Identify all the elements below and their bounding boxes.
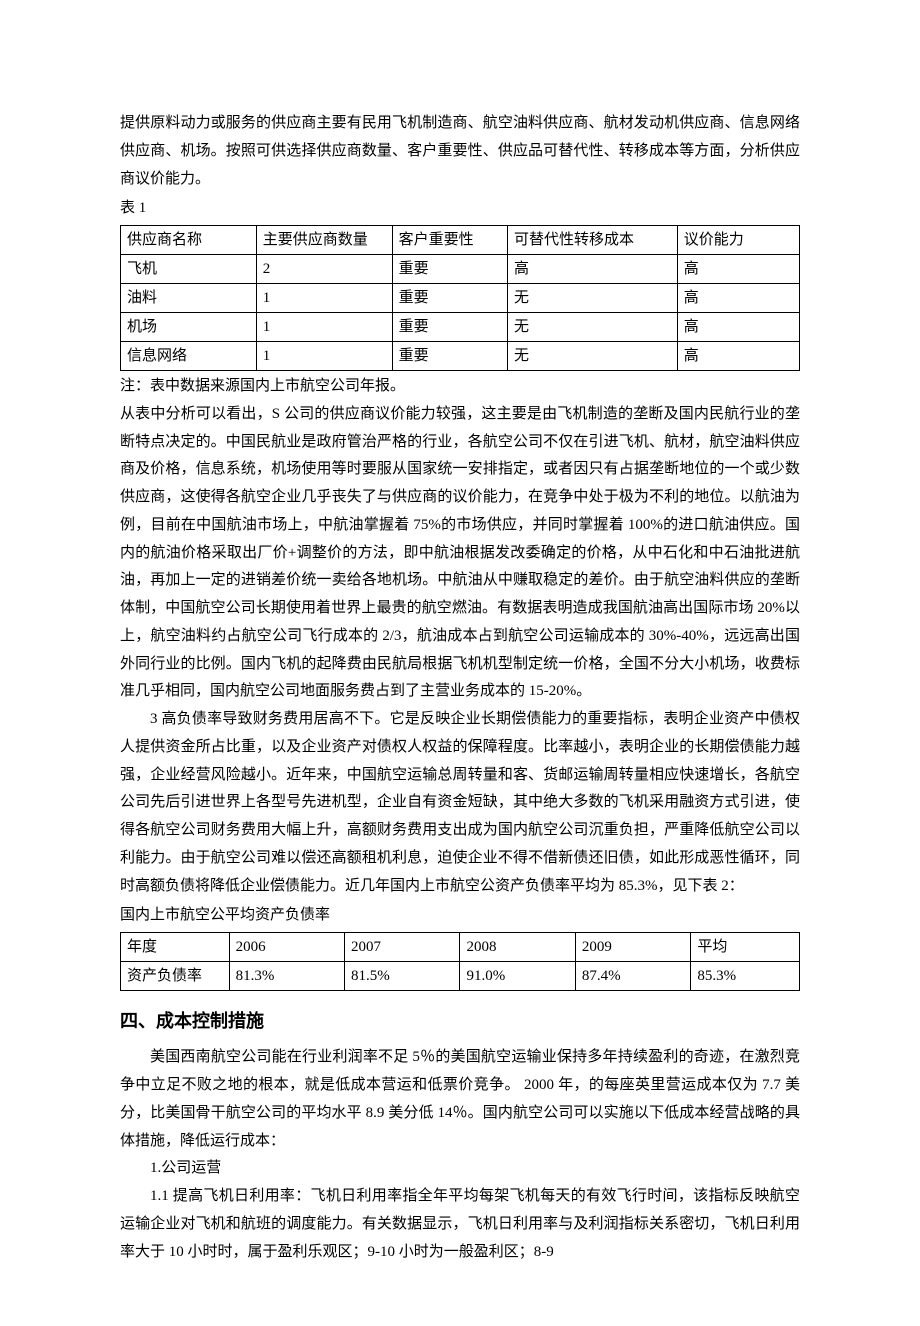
section4-sub1-1: 1.1 提高飞机日利用率：飞机日利用率指全年平均每架飞机每天的有效飞行时间，该指… — [120, 1183, 800, 1266]
table-header-row: 供应商名称主要供应商数量客户重要性可替代性转移成本议价能力 — [121, 226, 800, 255]
table-cell: 高 — [508, 255, 678, 284]
column-header: 2008 — [460, 933, 575, 962]
section4-sub1: 1.公司运营 — [120, 1155, 800, 1183]
table-row: 飞机2重要高高 — [121, 255, 800, 284]
document-page: 提供原料动力或服务的供应商主要有民用飞机制造商、航空油料供应商、航材发动机供应商… — [0, 0, 920, 1326]
column-header: 2006 — [229, 933, 344, 962]
table-row: 油料1重要无高 — [121, 284, 800, 313]
table-row: 信息网络1重要无高 — [121, 342, 800, 371]
intro-paragraph: 提供原料动力或服务的供应商主要有民用飞机制造商、航空油料供应商、航材发动机供应商… — [120, 110, 800, 193]
table-cell: 1 — [256, 342, 392, 371]
table-cell: 无 — [508, 342, 678, 371]
column-header: 可替代性转移成本 — [508, 226, 678, 255]
debt-ratio-table: 年度2006200720082009平均 资产负债率81.3%81.5%91.0… — [120, 932, 800, 991]
table-cell: 高 — [677, 255, 799, 284]
table-cell: 高 — [677, 313, 799, 342]
table2-caption: 国内上市航空公平均资产负债率 — [120, 902, 800, 930]
column-header: 主要供应商数量 — [256, 226, 392, 255]
table-row: 机场1重要无高 — [121, 313, 800, 342]
table-cell: 重要 — [392, 255, 507, 284]
table-cell: 81.5% — [345, 962, 460, 991]
column-header: 2007 — [345, 933, 460, 962]
supplier-table: 供应商名称主要供应商数量客户重要性可替代性转移成本议价能力 飞机2重要高高油料1… — [120, 225, 800, 371]
debt-paragraph: 3 高负债率导致财务费用居高不下。它是反映企业长期偿债能力的重要指标，表明企业资… — [120, 706, 800, 900]
table-cell: 1 — [256, 284, 392, 313]
column-header: 年度 — [121, 933, 230, 962]
table1-label: 表 1 — [120, 195, 800, 223]
table-cell: 87.4% — [575, 962, 690, 991]
column-header: 2009 — [575, 933, 690, 962]
table1-note: 注：表中数据来源国内上市航空公司年报。 — [120, 373, 800, 401]
table-cell: 重要 — [392, 313, 507, 342]
table-cell: 高 — [677, 284, 799, 313]
column-header: 平均 — [691, 933, 800, 962]
analysis-paragraph: 从表中分析可以看出，S 公司的供应商议价能力较强，这主要是由飞机制造的垄断及国内… — [120, 401, 800, 706]
table-cell: 2 — [256, 255, 392, 284]
table-cell: 资产负债率 — [121, 962, 230, 991]
table-header-row: 年度2006200720082009平均 — [121, 933, 800, 962]
table-cell: 飞机 — [121, 255, 257, 284]
table-cell: 无 — [508, 313, 678, 342]
table-cell: 重要 — [392, 284, 507, 313]
table-cell: 高 — [677, 342, 799, 371]
column-header: 供应商名称 — [121, 226, 257, 255]
column-header: 议价能力 — [677, 226, 799, 255]
section4-title: 四、成本控制措施 — [120, 1005, 800, 1038]
table-cell: 信息网络 — [121, 342, 257, 371]
table-cell: 油料 — [121, 284, 257, 313]
section4-para1: 美国西南航空公司能在行业利润率不足 5％的美国航空运输业保持多年持续盈利的奇迹，… — [120, 1044, 800, 1155]
table-cell: 机场 — [121, 313, 257, 342]
table-cell: 85.3% — [691, 962, 800, 991]
table-cell: 81.3% — [229, 962, 344, 991]
table-cell: 1 — [256, 313, 392, 342]
column-header: 客户重要性 — [392, 226, 507, 255]
table-cell: 91.0% — [460, 962, 575, 991]
table-cell: 重要 — [392, 342, 507, 371]
table-row: 资产负债率81.3%81.5%91.0%87.4%85.3% — [121, 962, 800, 991]
table-cell: 无 — [508, 284, 678, 313]
